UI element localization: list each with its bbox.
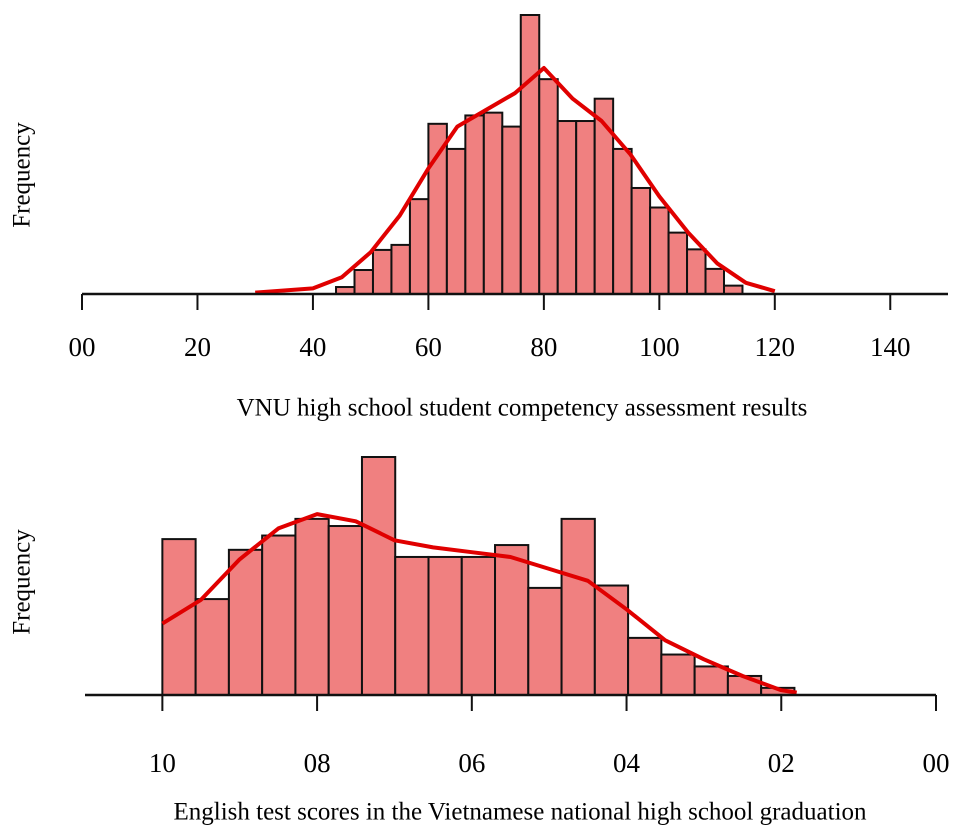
bar bbox=[360, 456, 397, 696]
x-tick-label: 00 bbox=[923, 748, 950, 778]
bar bbox=[327, 525, 363, 697]
x-tick-label: 10 bbox=[149, 748, 176, 778]
bar bbox=[630, 186, 652, 295]
x-tick-label: 100 bbox=[639, 332, 680, 362]
bar bbox=[408, 198, 430, 295]
x-tick-label: 06 bbox=[458, 748, 485, 778]
bar bbox=[593, 97, 615, 295]
bar bbox=[394, 555, 430, 697]
bar bbox=[390, 243, 411, 295]
bar bbox=[519, 14, 541, 295]
bar bbox=[612, 147, 633, 295]
bar bbox=[371, 248, 393, 295]
x-tick-label: 02 bbox=[768, 748, 795, 778]
bar bbox=[227, 548, 264, 696]
x-tick-label: 40 bbox=[299, 332, 326, 362]
x-tick-label: 120 bbox=[755, 332, 796, 362]
bar bbox=[194, 598, 230, 696]
bar bbox=[482, 111, 504, 296]
bar bbox=[460, 555, 497, 697]
y-axis-title: Frequency bbox=[9, 529, 36, 635]
x-tick-label: 20 bbox=[184, 332, 211, 362]
bar bbox=[494, 544, 530, 696]
bar bbox=[427, 555, 463, 697]
bar bbox=[627, 636, 663, 697]
bar bbox=[693, 665, 729, 697]
x-axis-title: VNU high school student competency asses… bbox=[237, 395, 808, 422]
x-axis-title: English test scores in the Vietnamese na… bbox=[173, 799, 867, 826]
bar bbox=[261, 534, 297, 696]
bar bbox=[427, 122, 448, 295]
bar bbox=[649, 206, 670, 295]
x-tick-label: 140 bbox=[870, 332, 911, 362]
x-tick-label: 04 bbox=[613, 748, 641, 778]
density-curve bbox=[255, 66, 776, 295]
bar bbox=[667, 231, 689, 295]
bar bbox=[161, 538, 197, 696]
bar bbox=[464, 114, 485, 295]
bar bbox=[527, 586, 563, 697]
bar bbox=[556, 120, 578, 295]
x-tick-label: 08 bbox=[304, 748, 331, 778]
bar bbox=[575, 120, 596, 295]
bar bbox=[560, 517, 596, 696]
bar bbox=[353, 269, 374, 296]
y-axis-title: Frequency bbox=[9, 122, 36, 228]
x-tick-label: 00 bbox=[69, 332, 96, 362]
bar bbox=[445, 147, 467, 295]
bar bbox=[660, 653, 696, 696]
bar bbox=[722, 284, 744, 296]
density-curve bbox=[161, 512, 798, 695]
bar bbox=[686, 248, 707, 295]
x-tick-label: 60 bbox=[415, 332, 442, 362]
bar bbox=[593, 584, 630, 697]
bar bbox=[704, 267, 725, 296]
bar bbox=[294, 517, 330, 696]
x-tick-label: 80 bbox=[530, 332, 557, 362]
bar bbox=[538, 78, 559, 295]
bar bbox=[501, 125, 522, 295]
